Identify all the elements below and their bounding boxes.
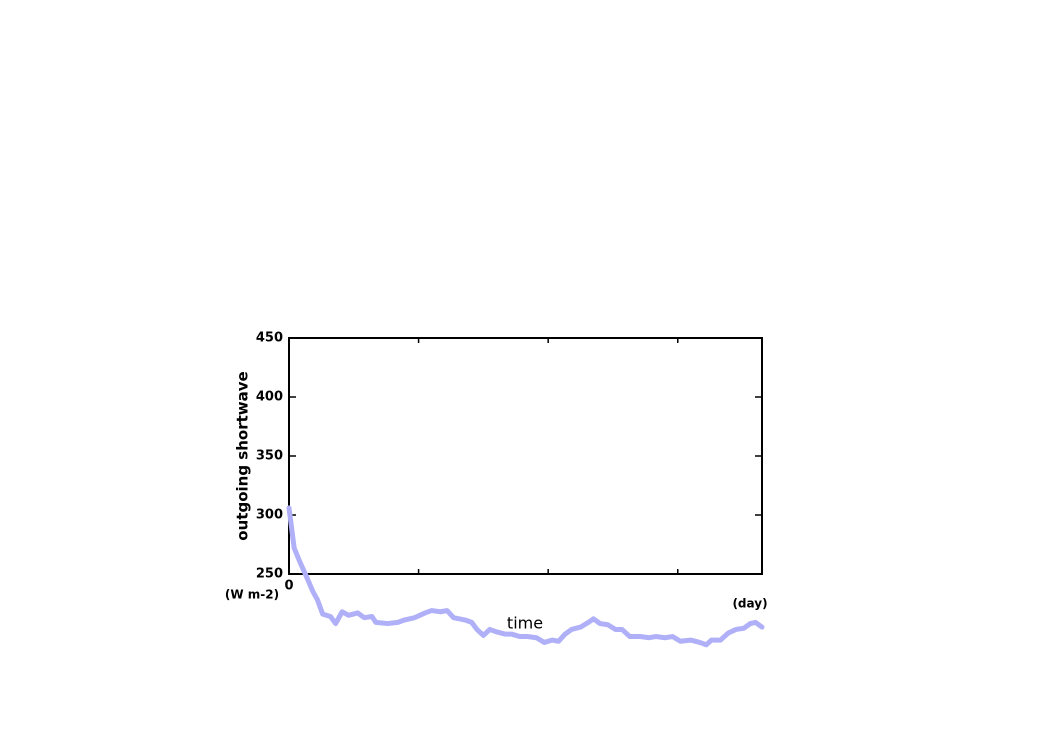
y-unit-label: (W m-2) bbox=[225, 588, 279, 602]
y-tick-label: 250 bbox=[256, 567, 283, 582]
y-tick-label: 350 bbox=[256, 449, 283, 464]
plot-frame bbox=[288, 337, 763, 575]
y-tick-label: 300 bbox=[256, 508, 283, 523]
x-unit-label: (day) bbox=[732, 597, 767, 611]
x-tick-label: 0 bbox=[284, 579, 293, 594]
y-tick-label: 450 bbox=[256, 331, 283, 346]
x-axis-label: time bbox=[507, 614, 543, 633]
data-line bbox=[286, 505, 765, 648]
y-tick-label: 400 bbox=[256, 390, 283, 405]
y-axis-label: outgoing shortwave bbox=[234, 371, 252, 540]
